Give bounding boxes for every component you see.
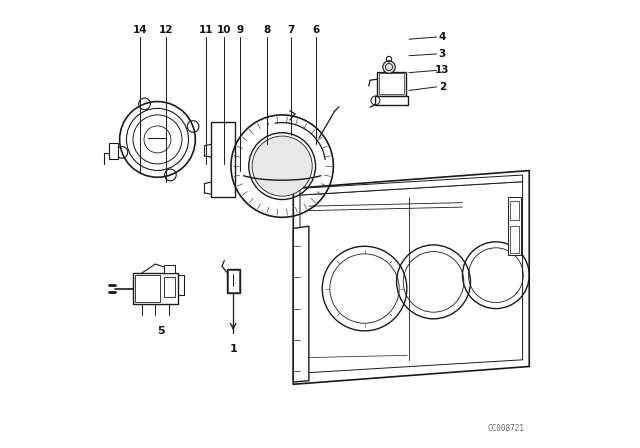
Bar	[509, 201, 520, 220]
Text: 3: 3	[439, 49, 446, 59]
Polygon shape	[300, 175, 523, 195]
Text: 14: 14	[132, 26, 147, 35]
Text: 2: 2	[439, 82, 446, 92]
Bar	[133, 273, 177, 304]
Text: 11: 11	[199, 26, 214, 35]
Bar	[164, 265, 175, 273]
Text: 8: 8	[263, 26, 270, 35]
Text: 13: 13	[435, 65, 450, 75]
Bar	[378, 73, 404, 94]
Bar	[377, 72, 406, 96]
Circle shape	[252, 136, 312, 196]
Text: 7: 7	[287, 26, 295, 35]
Bar	[509, 226, 520, 253]
Bar	[227, 268, 240, 293]
Bar	[164, 277, 175, 297]
Circle shape	[383, 61, 396, 73]
Text: 12: 12	[159, 26, 173, 35]
Bar	[374, 96, 408, 105]
Text: CC008721: CC008721	[488, 424, 525, 433]
Bar	[508, 197, 521, 255]
Text: 5: 5	[157, 326, 165, 336]
Polygon shape	[293, 171, 529, 384]
Bar	[211, 121, 236, 197]
Bar	[228, 270, 239, 292]
Text: 9: 9	[236, 26, 243, 35]
Polygon shape	[293, 226, 309, 382]
Text: 10: 10	[217, 26, 232, 35]
Text: 1: 1	[229, 344, 237, 353]
Text: 6: 6	[312, 26, 319, 35]
Bar	[135, 275, 160, 302]
Text: 4: 4	[439, 32, 446, 42]
Bar	[109, 142, 118, 159]
